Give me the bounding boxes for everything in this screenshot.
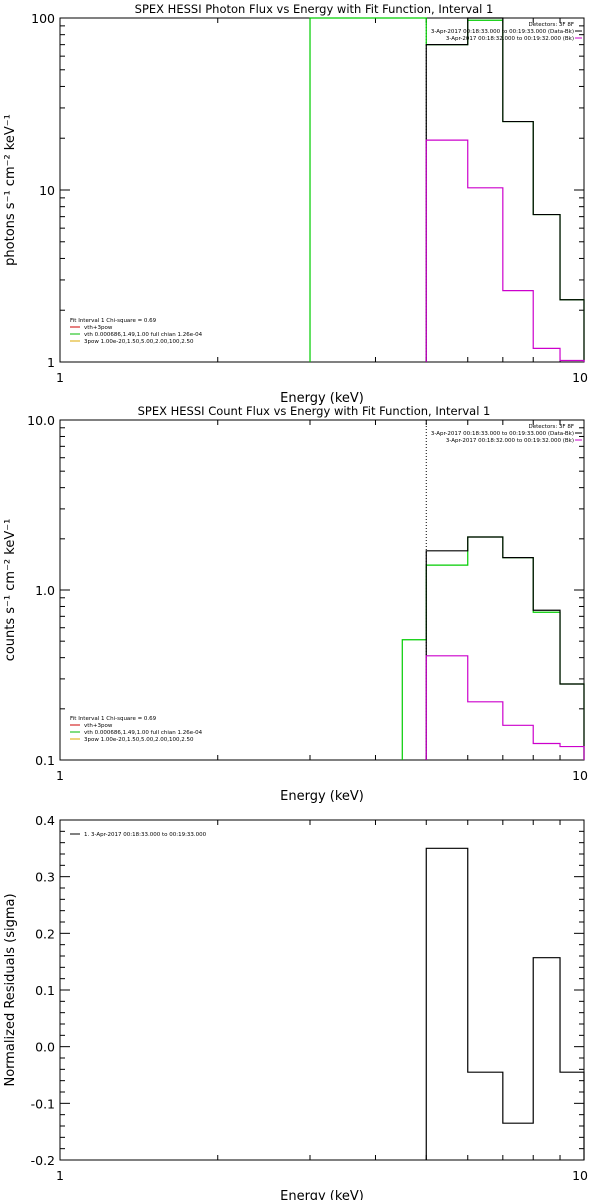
legend-entry: 3pow 1.00e-20,1.50,5.00,2.00,100,2.50	[84, 737, 194, 743]
legend-entry: 3-Apr-2017 00:18:32.000 to 00:19:32.000 …	[446, 438, 574, 444]
y-tick-label: 0.4	[35, 813, 55, 828]
legend-entry: Detectors: 3F 8F	[528, 22, 574, 28]
series-vth	[309, 17, 585, 362]
y-tick-label: 1.0	[35, 583, 55, 598]
y-tick-label: 0.3	[35, 870, 55, 885]
x-tick-label: 1	[56, 370, 64, 385]
y-axis-label: photons s⁻¹ cm⁻² keV⁻¹	[3, 114, 18, 266]
y-tick-label: 0.1	[35, 753, 55, 768]
legend-entry: Fit Interval 1 Chi-square = 0.69	[70, 318, 157, 324]
x-tick-label: 1	[56, 768, 64, 783]
series-residuals	[425, 847, 585, 1160]
legend-entry: 3-Apr-2017 00:18:33.000 to 00:19:33.000 …	[431, 29, 574, 35]
legend-entry: vth+3pow	[84, 325, 113, 331]
y-tick-label: -0.1	[31, 1096, 55, 1111]
x-axis-label: Energy (keV)	[280, 391, 364, 406]
plot-frame	[59, 419, 585, 761]
x-tick-label: 1	[56, 1168, 64, 1183]
legend-entry: Fit Interval 1 Chi-square = 0.69	[70, 716, 157, 722]
x-axis-label: Energy (keV)	[280, 789, 364, 804]
legend-entry: 3-Apr-2017 00:18:33.000 to 00:19:33.000 …	[431, 431, 574, 437]
y-tick-label: 1	[47, 355, 55, 370]
y-tick-label: 0.2	[35, 926, 55, 941]
x-tick-label: 10	[572, 370, 588, 385]
legend-entry: Detectors: 3F 8F	[528, 424, 574, 430]
series-data-bk	[425, 17, 585, 362]
plot-frame	[59, 17, 585, 363]
x-tick-label: 10	[572, 768, 588, 783]
y-tick-label: 10.0	[27, 413, 55, 428]
legend-entry: vth+3pow	[84, 723, 113, 729]
plot-frame	[59, 819, 585, 1161]
chart-panel-1: SPEX HESSI Photon Flux vs Energy with Fi…	[3, 2, 588, 406]
y-axis-label: counts s⁻¹ cm⁻² keV⁻¹	[3, 519, 18, 662]
legend-entry: 3pow 1.00e-20,1.50,5.00,2.00,100,2.50	[84, 339, 194, 345]
legend-entry: vth 0.000686,1.49,1.00 full chian 1.26e-…	[84, 332, 203, 338]
chart-title: SPEX HESSI Count Flux vs Energy with Fit…	[138, 404, 491, 418]
legend-entry: vth 0.000686,1.49,1.00 full chian 1.26e-…	[84, 730, 203, 736]
chart-panel-2: SPEX HESSI Count Flux vs Energy with Fit…	[3, 404, 588, 804]
y-tick-label: 0.1	[35, 983, 55, 998]
series-data-bk	[425, 536, 585, 760]
chart-title: SPEX HESSI Photon Flux vs Energy with Fi…	[135, 2, 494, 16]
legend-entry: 3-Apr-2017 00:18:32.000 to 00:19:32.000 …	[446, 36, 574, 42]
y-tick-label: -0.2	[31, 1153, 55, 1168]
y-tick-label: 0.0	[35, 1040, 55, 1055]
legend-entry: 1. 3-Apr-2017 00:18:33.000 to 00:19:33.0…	[84, 832, 207, 838]
y-axis-label: Normalized Residuals (sigma)	[3, 893, 18, 1086]
y-tick-label: 10	[39, 183, 55, 198]
series-bk	[425, 655, 585, 760]
series-vth	[401, 536, 585, 760]
x-axis-label: Energy (keV)	[280, 1189, 364, 1200]
chart-panel-3: 1 10 Energy (keV) -0.2 -0.1 0.0 0.1 0.2 0.3 0.4 No…	[3, 813, 588, 1200]
y-tick-label: 100	[31, 11, 55, 26]
x-tick-label: 10	[572, 1168, 588, 1183]
series-bk	[425, 139, 585, 362]
